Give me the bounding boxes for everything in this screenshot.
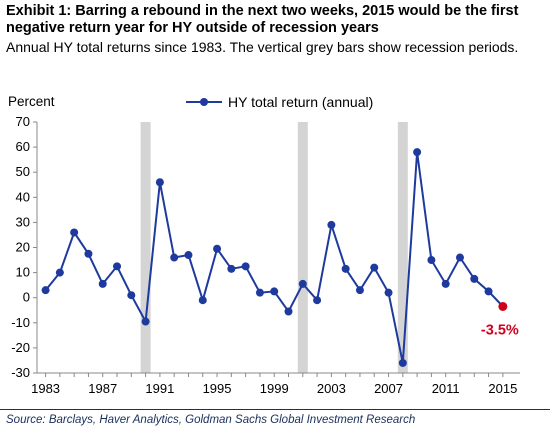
- y-tick-label: 0: [23, 290, 30, 305]
- data-point-1988: [113, 262, 122, 271]
- data-point-2003: [327, 220, 336, 229]
- x-tick-label: 1995: [203, 381, 232, 396]
- data-point-1995: [213, 244, 222, 253]
- data-point-2010: [427, 256, 436, 265]
- x-tick-label: 1991: [145, 381, 174, 396]
- data-point-1984: [55, 268, 64, 277]
- data-point-2008: [398, 358, 407, 367]
- data-point-1996: [227, 264, 236, 273]
- y-tick-label: 70: [16, 114, 30, 129]
- data-point-1983: [41, 286, 50, 295]
- footer-divider: [0, 409, 550, 410]
- data-point-1990: [141, 317, 150, 326]
- y-tick-labels: -30 -20 -10 0 10 20 30 40 50 60 70: [11, 114, 37, 380]
- x-tick-label: 1983: [31, 381, 60, 396]
- data-point-1992: [170, 253, 179, 262]
- data-point-2011: [441, 279, 450, 288]
- legend: HY total return (annual): [186, 94, 373, 110]
- data-point-1986: [84, 249, 93, 258]
- data-point-1998: [255, 288, 264, 297]
- y-axis-label: Percent: [8, 94, 55, 109]
- data-point-2005: [355, 286, 364, 295]
- x-tick-label: 1987: [88, 381, 117, 396]
- y-tick-label: 50: [16, 164, 30, 179]
- data-point-2012: [455, 253, 464, 262]
- recession-bar-2001: [297, 122, 308, 373]
- data-point-1997: [241, 262, 250, 271]
- recession-bars: [140, 122, 408, 373]
- data-point-1987: [98, 279, 107, 288]
- data-point-2002: [313, 296, 322, 305]
- data-point-2013: [470, 274, 479, 283]
- data-point-2006: [370, 263, 379, 272]
- x-tick-label: 1999: [260, 381, 289, 396]
- source-note: Source: Barclays, Haver Analytics, Goldm…: [6, 414, 416, 426]
- data-point-1985: [70, 228, 79, 237]
- chart-title: Exhibit 1: Barring a rebound in the next…: [6, 3, 519, 36]
- x-tick-labels: 1983 1987 1991 1995 1999 2003 2007 2011 2015: [31, 373, 517, 396]
- x-tick-label: 2007: [374, 381, 403, 396]
- data-point-1994: [198, 296, 207, 305]
- legend-label: HY total return (annual): [228, 94, 373, 110]
- y-tick-label: -30: [11, 365, 30, 380]
- y-tick-label: 20: [16, 240, 30, 255]
- recession-bar-1990: [140, 122, 151, 373]
- highlight: -3.5%: [481, 301, 519, 338]
- y-tick-label: -20: [11, 340, 30, 355]
- chart-subtitle: Annual HY total returns since 1983. The …: [6, 39, 519, 55]
- data-point-2007: [384, 288, 393, 297]
- series-hy-total-return: [41, 148, 504, 367]
- axes: [36, 122, 520, 374]
- x-tick-label: 2015: [488, 381, 517, 396]
- data-point-1993: [184, 251, 193, 260]
- data-point-1999: [270, 287, 279, 296]
- data-point-2004: [341, 264, 350, 273]
- highlight-label: -3.5%: [481, 322, 519, 338]
- data-point-2009: [413, 148, 422, 157]
- y-tick-label: 30: [16, 214, 30, 229]
- y-tick-label: 60: [16, 139, 30, 154]
- data-point-2000: [284, 307, 293, 316]
- data-point-1991: [155, 178, 164, 187]
- y-tick-label: 40: [16, 189, 30, 204]
- x-tick-label: 2003: [317, 381, 346, 396]
- data-point-1989: [127, 291, 136, 300]
- x-tick-label: 2011: [432, 381, 460, 396]
- recession-bar-2008: [397, 122, 408, 373]
- highlight-point-2015: [498, 301, 508, 311]
- data-point-2014: [484, 287, 493, 296]
- legend-marker: [200, 98, 208, 106]
- y-tick-label: 10: [16, 265, 30, 280]
- y-tick-label: -10: [11, 315, 30, 330]
- data-point-2001: [298, 279, 307, 288]
